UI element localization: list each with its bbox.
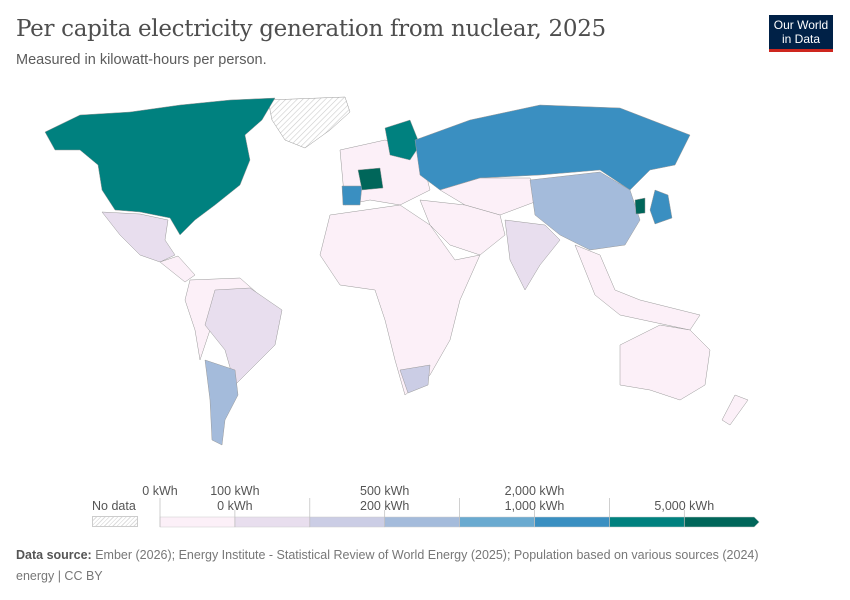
region-china[interactable] xyxy=(529,171,641,251)
legend-label: 5,000 kWh xyxy=(654,499,715,513)
subtitle: Measured in kilowatt-hours per person. xyxy=(16,52,267,68)
source-text: Ember (2026); Energy Institute - Statist… xyxy=(95,548,759,562)
region-japan[interactable] xyxy=(649,189,673,225)
legend-bin-4[interactable] xyxy=(459,516,535,528)
legend-bin-3[interactable] xyxy=(384,516,460,528)
world-map[interactable] xyxy=(0,90,850,470)
source-label: Data source: xyxy=(16,548,92,562)
legend-label: 500 kWh xyxy=(360,484,410,498)
license-note[interactable]: energy | CC BY xyxy=(16,569,103,583)
region-argentina[interactable] xyxy=(204,359,239,446)
logo-text: Our World in Data xyxy=(773,18,829,46)
legend-bin-2[interactable] xyxy=(309,516,385,528)
region-south-africa[interactable] xyxy=(399,364,431,394)
region-mexico[interactable] xyxy=(101,211,176,263)
legend-bin-0[interactable] xyxy=(159,516,236,528)
legend-bar xyxy=(159,498,760,528)
region-north-america[interactable] xyxy=(44,97,276,236)
page-title: Per capita electricity generation from n… xyxy=(16,16,606,42)
region-new-zealand[interactable] xyxy=(721,394,749,426)
legend-label: 2,000 kWh xyxy=(504,484,565,498)
legend-label: 100 kWh xyxy=(210,484,260,498)
legend-label: 1,000 kWh xyxy=(504,499,565,513)
region-france[interactable] xyxy=(357,167,384,191)
region-india[interactable] xyxy=(504,219,561,291)
legend-label: 200 kWh xyxy=(360,499,410,513)
legend-bin-1[interactable] xyxy=(234,516,311,528)
region-africa[interactable] xyxy=(319,204,481,396)
legend-bin-7[interactable] xyxy=(684,516,760,528)
owid-logo[interactable]: Our World in Data xyxy=(769,15,833,52)
legend-bin-5[interactable] xyxy=(534,516,610,528)
region-middle-east[interactable] xyxy=(419,199,506,256)
region-southeast-asia[interactable] xyxy=(574,244,701,331)
region-spain[interactable] xyxy=(341,185,363,206)
region-nordics[interactable] xyxy=(384,119,421,161)
region-korea[interactable] xyxy=(634,197,646,215)
legend-no-data-swatch xyxy=(92,516,138,527)
region-australia[interactable] xyxy=(619,324,711,401)
region-brazil[interactable] xyxy=(204,287,283,386)
region-greenland[interactable] xyxy=(267,96,351,149)
legend-no-data-label: No data xyxy=(92,499,136,513)
legend-bin-6[interactable] xyxy=(609,516,685,528)
legend-label: 0 kWh xyxy=(142,484,178,498)
region-central-america[interactable] xyxy=(159,255,196,283)
legend-label: 0 kWh xyxy=(217,499,253,513)
source-note: Data source: Ember (2026); Energy Instit… xyxy=(16,548,759,562)
